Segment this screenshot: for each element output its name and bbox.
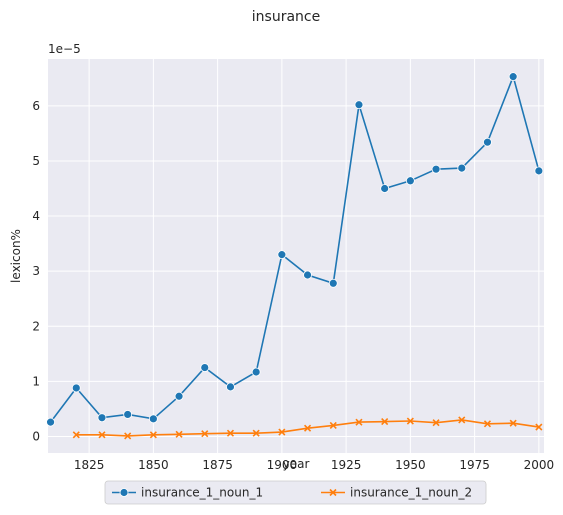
legend-label: insurance_1_noun_1 [141, 486, 263, 500]
data-point [483, 420, 492, 428]
y-axis-label: lexicon% [9, 229, 23, 283]
legend-marker [329, 488, 337, 497]
x-tick-label: 1925 [331, 458, 362, 472]
x-axis-label: year [283, 457, 310, 471]
data-point [458, 416, 466, 424]
y-tick-label: 2 [32, 319, 40, 333]
x-tick-label: 1950 [395, 458, 426, 472]
data-point [535, 423, 543, 431]
data-point [46, 417, 55, 427]
data-point [251, 367, 261, 377]
x-tick-labels: 1825 1850 1875 1900 1925 1950 1975 2000 [74, 458, 554, 472]
series-2 [72, 416, 543, 440]
data-point [98, 431, 106, 439]
x-tick-label: 1850 [138, 458, 169, 472]
data-point [354, 100, 364, 110]
data-point [303, 424, 312, 432]
data-point [175, 430, 183, 438]
series-1 [46, 72, 544, 427]
data-point [432, 419, 440, 427]
y-scale-label: 1e−5 [48, 42, 81, 56]
data-point [71, 383, 81, 393]
data-point [405, 176, 415, 186]
data-point [329, 421, 337, 430]
data-point [277, 250, 287, 260]
grid [48, 59, 544, 453]
data-point [457, 163, 467, 173]
data-point [303, 270, 312, 280]
data-point [431, 164, 441, 174]
x-tick-label: 1875 [202, 458, 233, 472]
data-point [508, 72, 518, 82]
y-tick-labels: 0 1 2 3 4 5 6 [32, 99, 40, 444]
legend: insurance_1_noun_1 insurance_1_noun_2 [104, 480, 487, 505]
data-point [149, 431, 157, 439]
data-point [200, 363, 210, 372]
data-point [328, 278, 338, 288]
data-point [97, 413, 107, 423]
data-point [123, 410, 133, 419]
data-point [72, 431, 80, 439]
y-tick-label: 0 [32, 429, 40, 443]
legend-box [104, 480, 487, 505]
x-tick-label: 2000 [524, 458, 555, 472]
data-point [278, 428, 286, 436]
data-point [381, 418, 389, 426]
data-point [148, 414, 158, 424]
data-point [406, 417, 414, 425]
data-point [174, 391, 184, 401]
data-point [226, 382, 235, 392]
data-point [534, 166, 544, 176]
y-tick-label: 1 [32, 374, 40, 388]
plot-area [48, 59, 544, 453]
y-tick-label: 4 [32, 209, 40, 223]
data-point [226, 429, 235, 437]
series-layer [46, 72, 544, 440]
x-tick-label: 1975 [459, 458, 490, 472]
data-point [252, 429, 260, 437]
y-tick-label: 5 [32, 154, 40, 168]
x-tick-label: 1900 [267, 458, 298, 472]
data-point [201, 430, 209, 438]
data-point [509, 419, 517, 427]
data-point [355, 418, 363, 426]
data-point [380, 184, 390, 193]
y-tick-label: 3 [32, 264, 40, 278]
data-point [124, 432, 132, 440]
y-tick-label: 6 [32, 99, 40, 113]
legend-label: insurance_1_noun_2 [350, 486, 472, 500]
x-tick-label: 1825 [74, 458, 105, 472]
data-point [483, 137, 492, 147]
chart-title: insurance [252, 9, 320, 25]
legend-marker [119, 488, 129, 497]
